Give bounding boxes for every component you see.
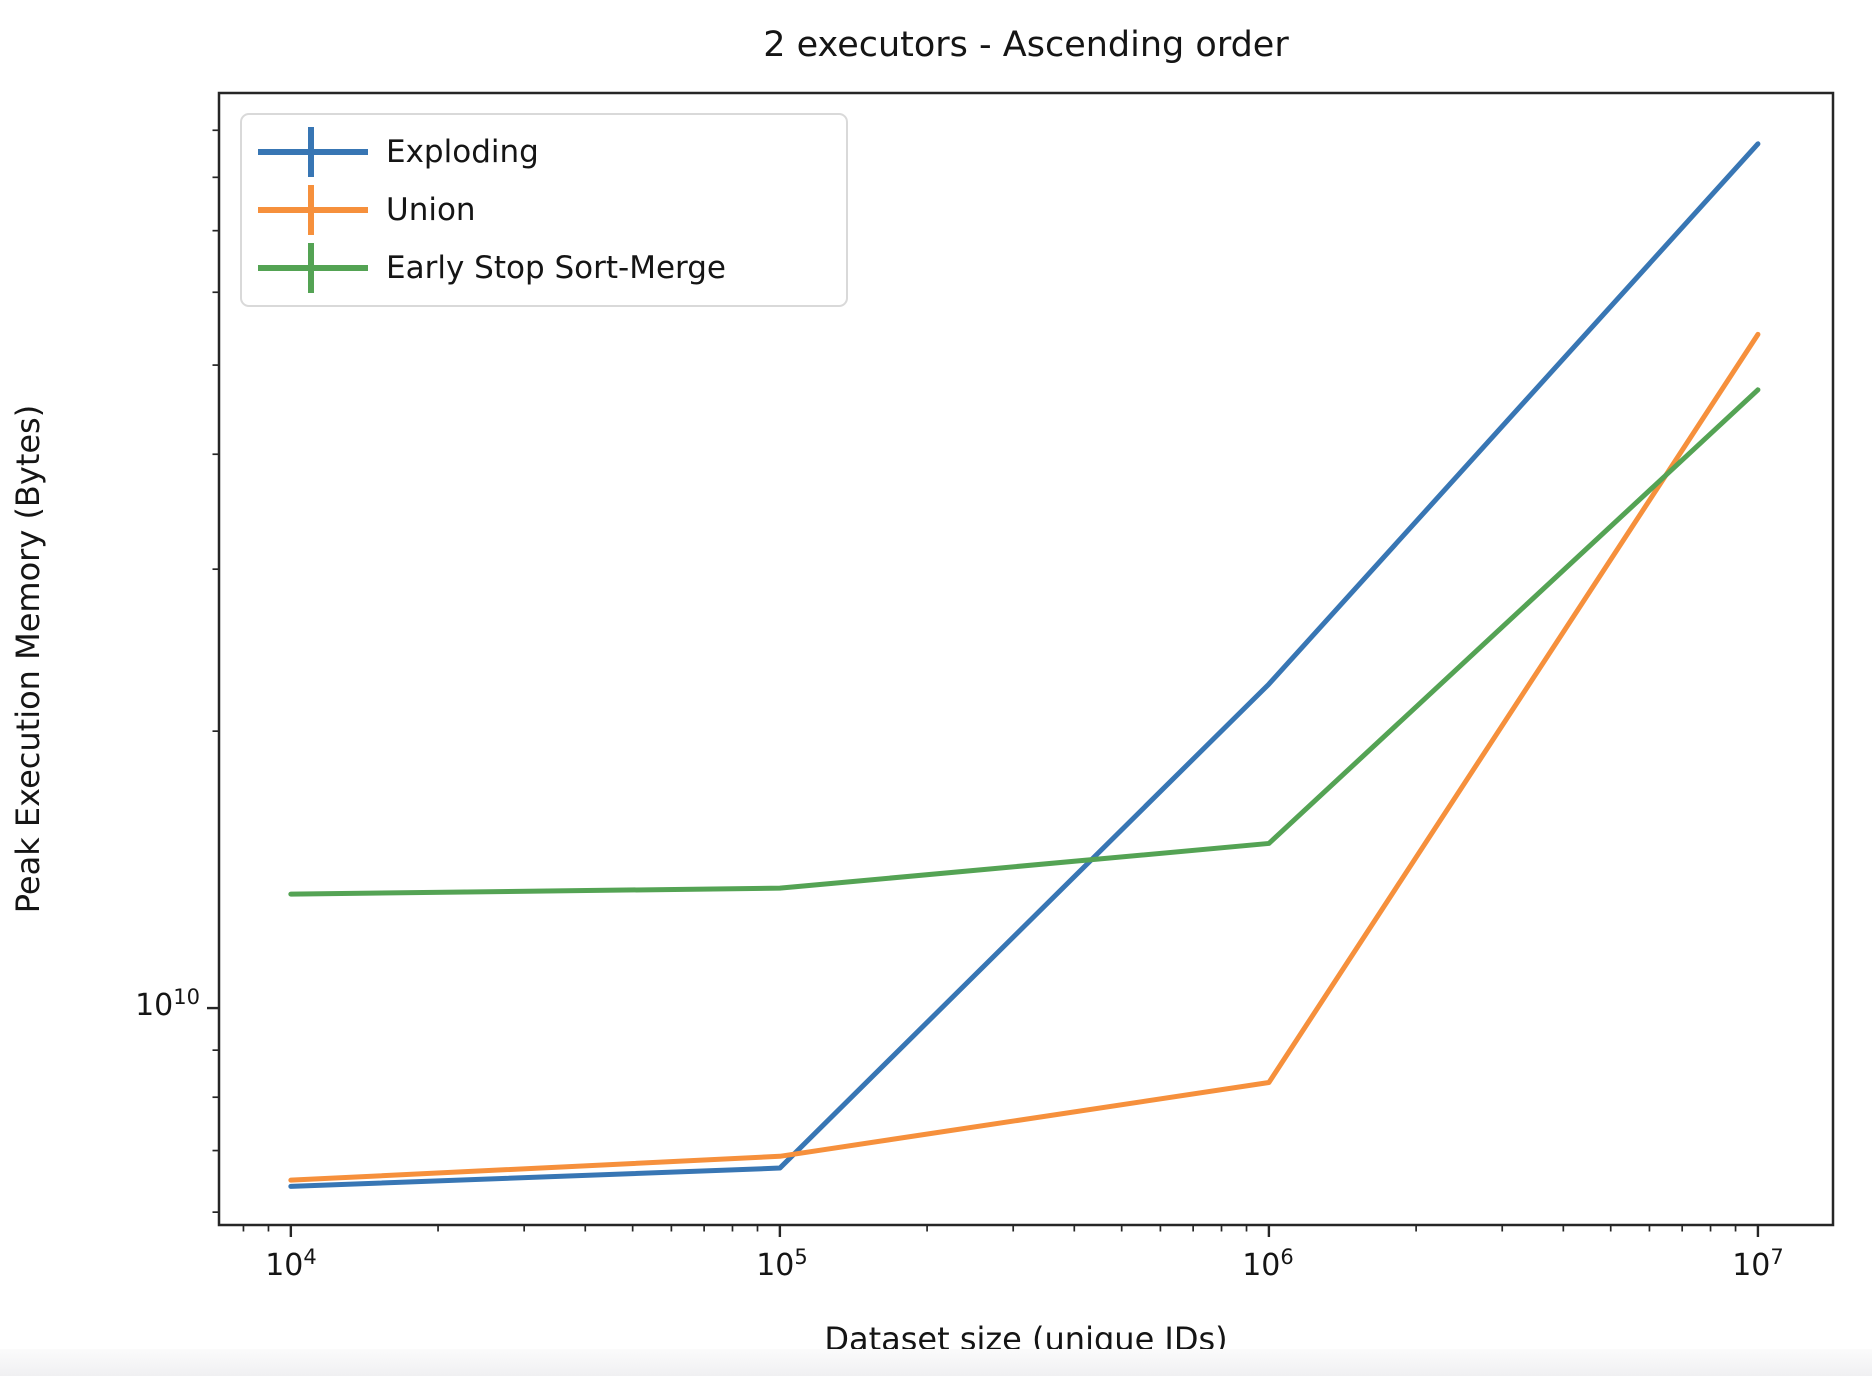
errorbar-marker-icon xyxy=(258,185,368,235)
y-tick-label: 1010 xyxy=(135,985,200,1024)
chart-title: 2 executors - Ascending order xyxy=(763,25,1289,65)
errorbar-marker-icon xyxy=(258,243,368,293)
legend-item-early-stop-sort-merge: Early Stop Sort-Merge xyxy=(254,239,846,297)
legend-label: Early Stop Sort-Merge xyxy=(386,250,726,286)
x-tick-label: 105 xyxy=(756,1245,808,1284)
footer-strip xyxy=(0,1349,1872,1376)
legend-item-exploding: Exploding xyxy=(254,123,846,181)
legend: Exploding Union Early Stop Sort-Merge xyxy=(240,113,848,307)
x-tick-label: 104 xyxy=(265,1245,317,1284)
legend-item-union: Union xyxy=(254,181,846,239)
legend-label: Union xyxy=(386,192,476,228)
errorbar-marker-icon xyxy=(258,127,368,177)
x-tick-label: 106 xyxy=(1242,1245,1294,1284)
x-tick-label: 107 xyxy=(1732,1245,1784,1284)
y-axis-label: Peak Execution Memory (Bytes) xyxy=(9,404,47,914)
legend-label: Exploding xyxy=(386,134,539,170)
